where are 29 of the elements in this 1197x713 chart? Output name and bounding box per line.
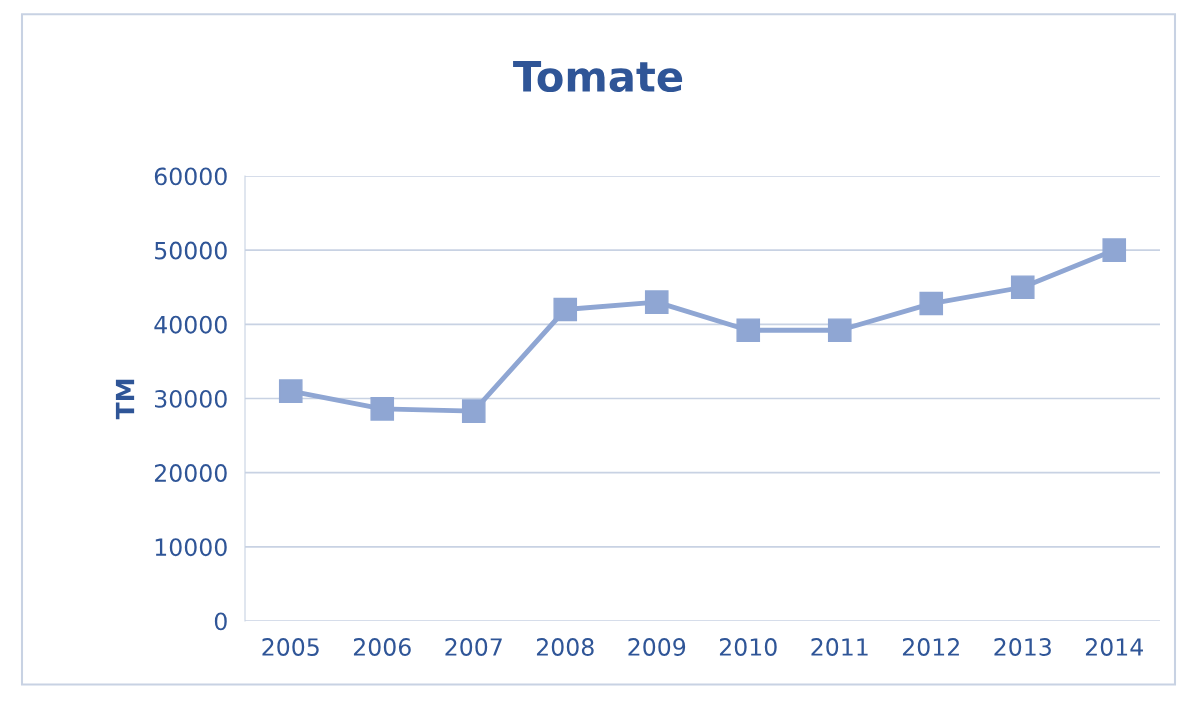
y-tick-label: 10000: [155, 538, 227, 557]
x-tick-label: 2006: [353, 638, 411, 656]
x-tick-label: 2012: [902, 638, 959, 656]
point: [1010, 275, 1035, 300]
x-tick-label: 2007: [445, 638, 502, 656]
point: [736, 318, 761, 343]
point: [461, 399, 486, 423]
point: [644, 290, 669, 314]
y-tick-label: 0: [214, 612, 227, 631]
x-tick-label: 2008: [536, 638, 594, 656]
point: [1102, 238, 1127, 262]
x-tick-label: 2011: [811, 638, 868, 656]
chart-title: Tomate: [513, 61, 683, 93]
y-tick-label: 20000: [154, 464, 227, 482]
x-tick-label: 2005: [262, 638, 319, 656]
y-axis-title: TM: [115, 379, 135, 420]
y-tick-label: 60000: [154, 167, 227, 186]
x-tick-label: 2013: [994, 638, 1051, 656]
point: [370, 397, 395, 421]
y-tick-label: 40000: [154, 315, 227, 334]
point: [278, 379, 303, 403]
point: [553, 297, 578, 322]
y-tick-label: 50000: [155, 241, 227, 260]
y-tick-label: 30000: [155, 389, 227, 408]
x-tick-label: 2009: [628, 638, 686, 656]
x-tick-label: 2010: [719, 638, 777, 656]
point: [827, 318, 852, 343]
x-tick-label: 2014: [1085, 638, 1143, 656]
point: [919, 291, 944, 316]
